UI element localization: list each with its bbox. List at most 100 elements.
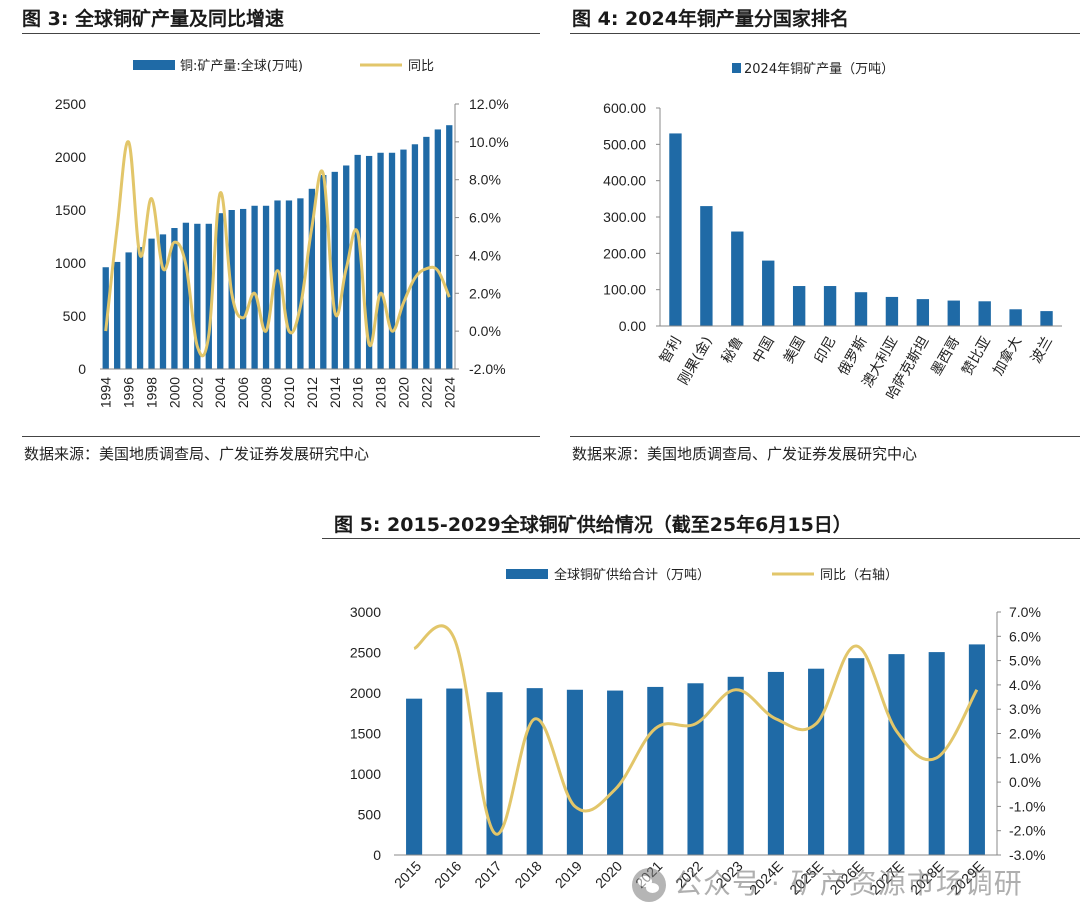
y-right-tick-label: -2.0% bbox=[1009, 823, 1046, 839]
y-left-tick-label: 2500 bbox=[350, 645, 381, 661]
y-tick-label: 0.00 bbox=[619, 318, 646, 334]
bar-2015 bbox=[406, 698, 423, 855]
y-tick-label: 100.00 bbox=[603, 282, 646, 298]
x-tick-label: 秘鲁 bbox=[719, 334, 747, 366]
x-tick-label: 2014 bbox=[327, 377, 343, 408]
bar-2008 bbox=[262, 205, 270, 369]
chart-copper-output-by-country: 2024年铜矿产量（万吨） 0.00 100.00 200.00 300.00 400.0… bbox=[603, 62, 1062, 403]
x-tick-label: 1998 bbox=[144, 377, 160, 408]
watermark-text: 公众号 · 矿产资源市场调研 bbox=[674, 867, 1023, 900]
legend-bar-swatch bbox=[732, 63, 741, 73]
y-right-tick-label: 0.0% bbox=[1009, 774, 1041, 790]
y-right-tick-label: 2.0% bbox=[1009, 726, 1041, 742]
y-left-tick-label: 3000 bbox=[350, 604, 381, 620]
y-right-tick-label: 4.0% bbox=[1009, 677, 1041, 693]
y-right-tick-label: -1.0% bbox=[1009, 798, 1046, 814]
bar-2023 bbox=[727, 676, 744, 855]
y-tick-label: 200.00 bbox=[603, 245, 646, 261]
x-tick-label: 印尼 bbox=[812, 334, 840, 366]
bar-2019 bbox=[388, 152, 396, 369]
y-right-tick-label: 5.0% bbox=[1009, 653, 1041, 669]
y-right-tick-label: 3.0% bbox=[1009, 701, 1041, 717]
x-tick-label: 2000 bbox=[166, 377, 182, 408]
x-tick-label: 2016 bbox=[431, 858, 464, 891]
figure-3-source-rule bbox=[22, 436, 540, 437]
bar-2029E bbox=[968, 644, 985, 855]
x-tick-label: 2018 bbox=[511, 858, 544, 891]
y-left-tick-label: 1500 bbox=[55, 202, 86, 218]
bar-中国 bbox=[762, 260, 775, 326]
x-tick-label: 加拿大 bbox=[989, 334, 1025, 379]
bar-加拿大 bbox=[1009, 309, 1022, 326]
bar-2024 bbox=[446, 125, 453, 369]
y-tick-label: 500.00 bbox=[603, 136, 646, 152]
y-right-tick-label: 6.0% bbox=[469, 210, 501, 226]
bar-2017 bbox=[365, 155, 373, 369]
bar-2011 bbox=[297, 198, 304, 369]
y-tick-label: 600.00 bbox=[603, 100, 646, 116]
x-tick-label: 2010 bbox=[281, 377, 297, 408]
bar-2028E bbox=[928, 652, 945, 855]
legend-bar-label: 铜:矿产量:全球(万吨) bbox=[180, 58, 303, 74]
figure-3-title-rule bbox=[22, 33, 540, 34]
bar-1996 bbox=[125, 252, 132, 369]
x-tick-label: 2012 bbox=[304, 377, 320, 408]
bar-2020 bbox=[607, 690, 624, 855]
watermark: 公众号 · 矿产资源市场调研 bbox=[632, 862, 1023, 902]
y-left-tick-label: 1000 bbox=[350, 766, 381, 782]
chart-copper-mine-output-global: 铜:矿产量:全球(万吨) 同比 0 500 1000 1500 2000 2500 -2.0% 0… bbox=[55, 58, 509, 408]
yoy-growth-line bbox=[104, 140, 451, 358]
x-tick-label: 2008 bbox=[258, 377, 274, 408]
y-left-tick-label: 2000 bbox=[55, 149, 86, 165]
legend-bar-swatch bbox=[133, 60, 175, 70]
bar-2003 bbox=[205, 223, 212, 369]
bar-2022 bbox=[687, 683, 704, 855]
legend-bar-swatch bbox=[506, 569, 548, 579]
bar-2018 bbox=[377, 152, 384, 369]
bar-2016 bbox=[446, 688, 463, 855]
figure-4-source: 数据来源：美国地质调查局、广发证券发展研究中心 bbox=[572, 445, 918, 463]
x-tick-label: 2004 bbox=[212, 377, 228, 408]
y-right-tick-label: 12.0% bbox=[469, 96, 509, 112]
bar-2002 bbox=[194, 223, 201, 369]
bar-2026E bbox=[848, 658, 865, 855]
y-right-tick-label: 4.0% bbox=[469, 247, 501, 263]
y-left-tick-label: 0 bbox=[373, 847, 381, 863]
x-tick-label: 2024 bbox=[441, 377, 457, 408]
figure-3-title: 图 3: 全球铜矿产量及同比增速 bbox=[22, 8, 285, 30]
figure-5-title: 图 5: 2015-2029全球铜矿供给情况（截至25年6月15日） bbox=[334, 514, 852, 536]
y-left-tick-label: 500 bbox=[358, 807, 382, 823]
bar-2014 bbox=[331, 171, 338, 369]
x-tick-label: 2015 bbox=[391, 858, 424, 891]
y-right-tick-label: -3.0% bbox=[1009, 847, 1046, 863]
figure-4-title: 图 4: 2024年铜产量分国家排名 bbox=[572, 8, 849, 30]
bar-2023 bbox=[434, 129, 441, 369]
y-right-tick-label: 10.0% bbox=[469, 134, 509, 150]
legend-line-label: 同比（右轴） bbox=[820, 568, 898, 583]
figure-4-title-rule bbox=[570, 33, 1080, 34]
bar-2012 bbox=[308, 188, 316, 369]
bar-赞比亚 bbox=[978, 301, 991, 326]
bar-1998 bbox=[148, 238, 155, 369]
x-tick-label: 2016 bbox=[350, 377, 366, 408]
bar-1995 bbox=[114, 261, 121, 369]
y-right-tick-label: 6.0% bbox=[1009, 628, 1041, 644]
legend-bar-label: 全球铜矿供给合计（万吨） bbox=[554, 567, 710, 583]
bar-2018 bbox=[526, 688, 543, 855]
bar-墨西哥 bbox=[947, 300, 960, 326]
x-tick-label: 赞比亚 bbox=[959, 334, 994, 378]
y-left-tick-label: 2500 bbox=[55, 96, 86, 112]
bar-美国 bbox=[792, 286, 806, 326]
bar-2007 bbox=[251, 205, 258, 369]
bar-1997 bbox=[136, 247, 144, 369]
legend-line-label: 同比 bbox=[408, 59, 434, 74]
wechat-icon bbox=[632, 868, 666, 902]
x-tick-label: 2019 bbox=[552, 858, 585, 891]
bar-刚果(金) bbox=[700, 206, 713, 326]
bar-2000 bbox=[171, 228, 178, 369]
x-tick-label: 2006 bbox=[235, 377, 251, 408]
bar-波兰 bbox=[1040, 311, 1053, 326]
x-tick-label: 中国 bbox=[750, 334, 778, 366]
bar-2022 bbox=[423, 136, 430, 369]
bar-2017 bbox=[486, 692, 503, 855]
